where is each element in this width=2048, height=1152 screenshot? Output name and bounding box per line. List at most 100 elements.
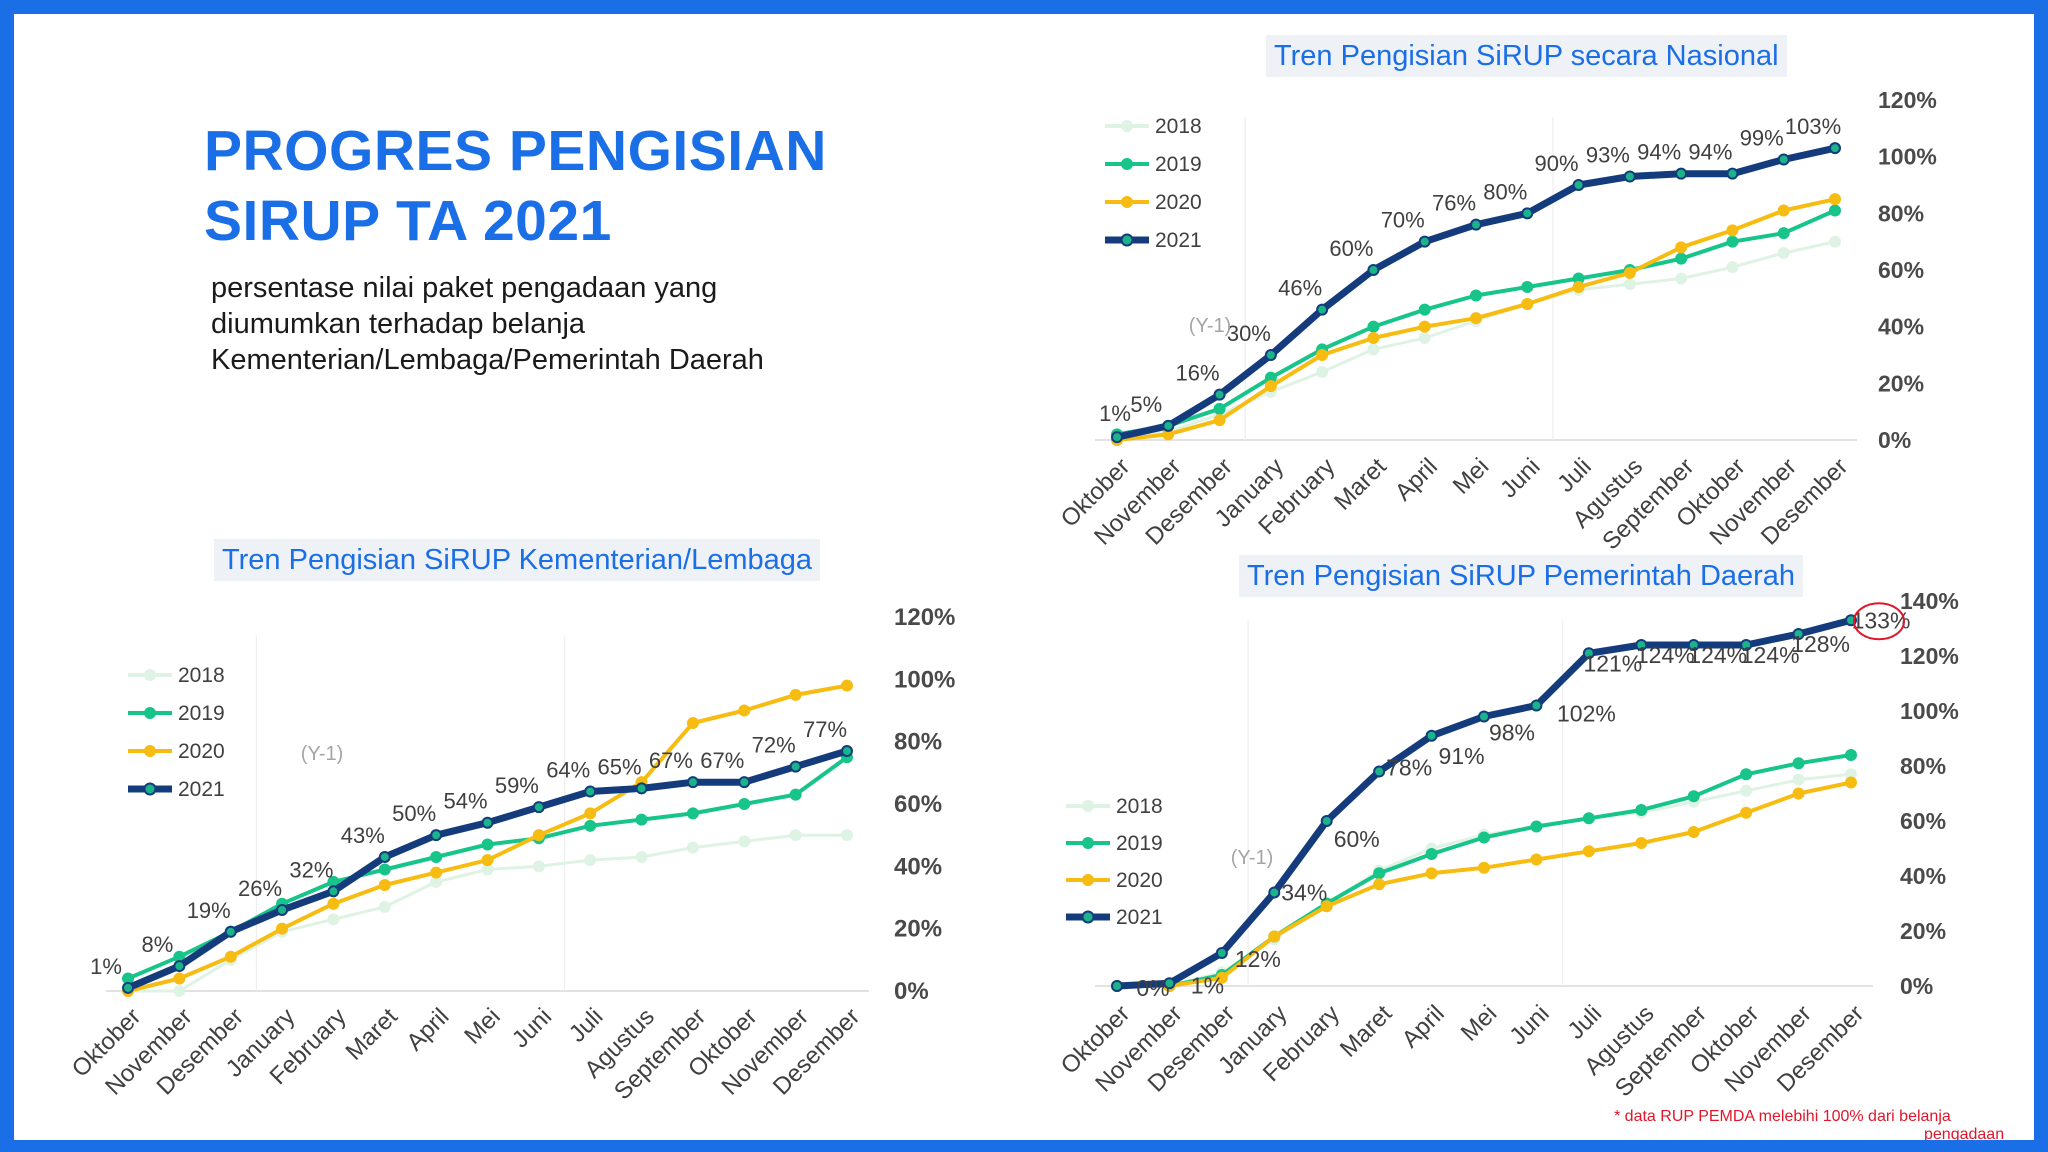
pemda-x-tick-label: April	[1397, 1000, 1450, 1053]
nasional-data-label: 76%	[1432, 191, 1476, 216]
pemda-series-2021-point	[1687, 639, 1700, 651]
nasional-series-2020-point	[1367, 332, 1380, 344]
kl-series-2019-point	[481, 838, 494, 851]
nasional-series-2019-point	[1726, 235, 1739, 248]
pemda-legend-2019-marker	[1082, 837, 1094, 849]
pemda-x-tick-label: Juli	[1563, 1000, 1608, 1045]
kl-series-2020-point	[532, 829, 545, 842]
kl-series-2020-point	[584, 807, 597, 820]
kl-x-tick-label: Juni	[507, 1003, 557, 1053]
pemda-y-tick-label: 80%	[1900, 753, 1946, 779]
kl-series-2021-point	[327, 885, 340, 898]
pemda-series-2019-point	[1425, 848, 1438, 860]
kl-data-label: 32%	[289, 857, 333, 882]
pemda-series-2020-point	[1530, 853, 1543, 866]
pemda-series-2021-point	[1163, 977, 1176, 990]
nasional-series-2020-point	[1316, 349, 1329, 361]
kl-series-2019-point	[430, 850, 443, 863]
nasional-series-2021-point	[1418, 235, 1431, 248]
nasional-legend-2019-label: 2019	[1155, 153, 1202, 176]
pemda-series-2019-point	[1582, 812, 1595, 825]
nasional-series-2019-point	[1213, 402, 1226, 415]
nasional-series-2018-point	[1726, 261, 1739, 274]
chart-title-pemerintah-daerah: Tren Pengisian SiRUP Pemerintah Daerah	[1239, 555, 1804, 597]
kl-legend-2021-marker	[143, 782, 157, 796]
pemda-legend-2020-marker	[1082, 874, 1094, 886]
nasional-series-2019-point	[1470, 289, 1482, 302]
nasional-series-2018-point	[1675, 272, 1688, 285]
pemda-legend-2018-marker	[1082, 800, 1094, 812]
nasional-series-2021-point	[1470, 218, 1482, 231]
nasional-series-2021-point	[1521, 207, 1534, 220]
kl-series-2021-point	[738, 776, 751, 789]
kl-series-2020-point	[686, 716, 699, 729]
kl-data-label: 65%	[598, 754, 642, 779]
pemda-y-tick-label: 120%	[1900, 643, 1959, 669]
nasional-data-label: 46%	[1278, 276, 1322, 301]
pemda-series-2021-point	[1425, 729, 1438, 742]
nasional-series-2021-point	[1829, 142, 1841, 155]
nasional-y-tick-label: 120%	[1878, 87, 1937, 113]
pemda-data-label: 1%	[1191, 972, 1224, 998]
pemda-legend-2019-label: 2019	[1116, 832, 1163, 855]
kl-series-2019-point	[635, 813, 648, 826]
nasional-data-label: 1%	[1099, 401, 1131, 426]
nasional-legend-2018-marker	[1121, 120, 1133, 132]
nasional-y-tick-label: 100%	[1878, 144, 1937, 170]
kl-annotation: (Y-1)	[301, 743, 344, 765]
pemda-series-2020-point	[1792, 787, 1805, 800]
nasional-series-2020-point	[1264, 380, 1277, 393]
pemda-series-2019-point	[1845, 749, 1857, 761]
nasional-data-label: 30%	[1227, 321, 1271, 346]
pemda-data-label: 128%	[1791, 631, 1850, 657]
pemda-series-2020-point	[1845, 776, 1857, 789]
kl-series-2020-point	[173, 972, 186, 985]
kl-series-2019-point	[686, 807, 699, 820]
kl-series-2021-point	[430, 829, 443, 842]
footnote: * data RUP PEMDA melebihi 100% dari bela…	[1614, 1108, 1951, 1125]
kl-legend-2020-label: 2020	[178, 740, 225, 763]
nasional-series-2021-point	[1316, 303, 1329, 316]
kl-series-2018-point	[738, 835, 751, 848]
kl-series-2020-point	[224, 950, 237, 963]
kl-data-label: 59%	[495, 773, 539, 798]
kl-y-tick-label: 100%	[894, 666, 955, 693]
nasional-series-2019-point	[1521, 281, 1534, 293]
nasional-legend-2020-label: 2020	[1155, 191, 1202, 214]
kl-data-label: 19%	[187, 898, 231, 923]
pemda-series-2019-point	[1373, 867, 1386, 880]
kl-series-2018-point	[841, 829, 853, 842]
page-subtitle: persentase nilai paket pengadaan yang di…	[211, 272, 764, 376]
nasional-y-tick-label: 40%	[1878, 314, 1924, 340]
pemda-annotation: (Y-1)	[1231, 847, 1274, 869]
kl-series-2021-point	[276, 903, 289, 916]
kl-x-tick-label: April	[401, 1003, 454, 1056]
nasional-legend-2021-label: 2021	[1155, 229, 1202, 252]
pemda-data-label: 102%	[1557, 701, 1616, 727]
nasional-series-2018-point	[1316, 366, 1329, 378]
nasional-series-2019-point	[1418, 303, 1431, 316]
nasional-series-2021-point	[1572, 179, 1585, 191]
kl-legend-2018-marker	[144, 669, 156, 681]
pemda-y-tick-label: 140%	[1900, 588, 1959, 614]
kl-x-tick-label: Maret	[341, 1003, 404, 1066]
kl-data-label: 77%	[803, 717, 847, 742]
pemda-series-2018-point	[1792, 773, 1805, 786]
kl-series-2021-point	[481, 816, 494, 829]
nasional-series-2020-point	[1521, 298, 1534, 310]
pemda-legend-2021-marker	[1081, 910, 1095, 924]
kl-series-2018-point	[635, 850, 648, 863]
pemda-series-2019-point	[1635, 804, 1648, 816]
kl-data-label: 1%	[90, 954, 122, 979]
nasional-series-2021-point	[1213, 388, 1226, 401]
kl-data-label: 67%	[700, 748, 744, 773]
nasional-data-label: 94%	[1637, 140, 1681, 165]
kl-series-2020-point	[327, 897, 340, 910]
pemda-data-label: 121%	[1583, 650, 1642, 676]
nasional-y-tick-label: 0%	[1878, 427, 1911, 453]
kl-x-tick-label: Mei	[459, 1003, 505, 1049]
pemda-series-2021-point	[1478, 710, 1490, 723]
kl-series-2020-point	[276, 922, 289, 935]
nasional-data-label: 60%	[1329, 236, 1373, 261]
